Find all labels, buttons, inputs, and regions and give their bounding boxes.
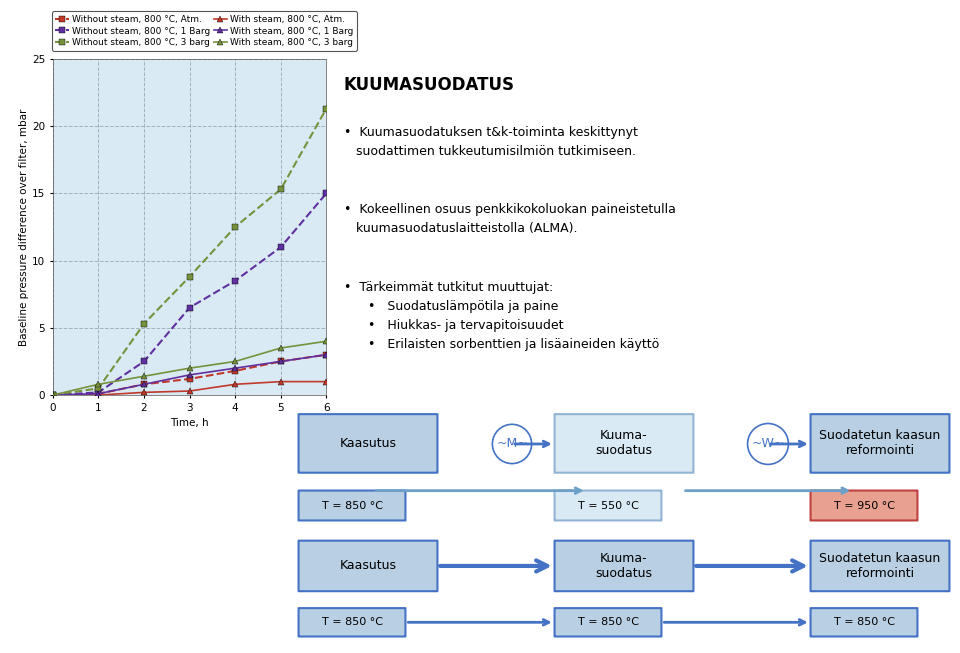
FancyBboxPatch shape <box>555 490 661 520</box>
Text: •  Kokeellinen osuus penkkikokoluokan paineistetulla
   kuumasuodatuslaitteistol: • Kokeellinen osuus penkkikokoluokan pai… <box>344 203 676 235</box>
Line: Without steam, 800 °C, 1 Barg: Without steam, 800 °C, 1 Barg <box>49 190 330 398</box>
Without steam, 800 °C, Atm. <box>229 367 241 375</box>
Without steam, 800 °C, Atm. <box>321 351 332 358</box>
Without steam, 800 °C, 1 Barg <box>92 389 104 396</box>
Without steam, 800 °C, 3 barg <box>275 185 286 193</box>
Without steam, 800 °C, Atm. <box>275 358 286 366</box>
With steam, 800 °C, Atm. <box>138 389 150 396</box>
Without steam, 800 °C, Atm. <box>47 391 59 399</box>
Text: ~M~: ~M~ <box>496 438 528 451</box>
With steam, 800 °C, 1 Barg <box>183 371 195 379</box>
Without steam, 800 °C, 1 Barg <box>229 277 241 285</box>
Text: T = 850 °C: T = 850 °C <box>322 500 382 511</box>
FancyBboxPatch shape <box>810 541 949 591</box>
Without steam, 800 °C, 1 Barg <box>183 304 195 311</box>
Without steam, 800 °C, 3 barg <box>183 273 195 281</box>
Text: 8: 8 <box>781 13 793 27</box>
FancyBboxPatch shape <box>299 414 438 473</box>
Line: Without steam, 800 °C, Atm.: Without steam, 800 °C, Atm. <box>49 351 330 398</box>
Text: Suodatetun kaasun
reformointi: Suodatetun kaasun reformointi <box>820 552 941 580</box>
With steam, 800 °C, 3 barg <box>321 338 332 345</box>
Text: •  Tärkeimmät tutkitut muuttujat:
      •   Suodatuslämpötila ja paine
      •  : • Tärkeimmät tutkitut muuttujat: • Suoda… <box>344 281 659 351</box>
Without steam, 800 °C, Atm. <box>92 390 104 398</box>
Without steam, 800 °C, 1 Barg <box>138 358 150 366</box>
FancyBboxPatch shape <box>810 608 918 637</box>
With steam, 800 °C, 3 barg <box>183 364 195 372</box>
FancyBboxPatch shape <box>810 414 949 473</box>
With steam, 800 °C, 1 Barg <box>47 391 59 399</box>
Without steam, 800 °C, 3 barg <box>229 223 241 231</box>
Line: Without steam, 800 °C, 3 barg: Without steam, 800 °C, 3 barg <box>49 105 330 398</box>
Text: Kuuma-
suodatus: Kuuma- suodatus <box>595 430 653 458</box>
Line: With steam, 800 °C, 3 barg: With steam, 800 °C, 3 barg <box>49 338 330 398</box>
Without steam, 800 °C, 1 Barg <box>47 391 59 399</box>
With steam, 800 °C, 3 barg <box>138 372 150 380</box>
Text: T = 850 °C: T = 850 °C <box>833 617 895 628</box>
Without steam, 800 °C, Atm. <box>183 375 195 383</box>
Without steam, 800 °C, 1 Barg <box>321 189 332 197</box>
Text: Kaasutus: Kaasutus <box>340 437 396 450</box>
FancyBboxPatch shape <box>555 608 661 637</box>
Text: Suodatetun kaasun
reformointi: Suodatetun kaasun reformointi <box>820 430 941 458</box>
Without steam, 800 °C, 3 barg <box>47 391 59 399</box>
With steam, 800 °C, 3 barg <box>229 358 241 366</box>
FancyBboxPatch shape <box>810 490 918 520</box>
FancyBboxPatch shape <box>555 414 693 473</box>
With steam, 800 °C, 1 Barg <box>321 351 332 358</box>
X-axis label: Time, h: Time, h <box>170 419 209 428</box>
With steam, 800 °C, 1 Barg <box>275 358 286 366</box>
With steam, 800 °C, 3 barg <box>275 344 286 352</box>
Text: T = 850 °C: T = 850 °C <box>578 617 638 628</box>
Without steam, 800 °C, 3 barg <box>138 320 150 328</box>
With steam, 800 °C, Atm. <box>92 391 104 399</box>
Without steam, 800 °C, 3 barg <box>321 104 332 112</box>
With steam, 800 °C, Atm. <box>183 387 195 395</box>
With steam, 800 °C, Atm. <box>47 391 59 399</box>
With steam, 800 °C, 3 barg <box>47 391 59 399</box>
Legend: Without steam, 800 °C, Atm., Without steam, 800 °C, 1 Barg, Without steam, 800 °: Without steam, 800 °C, Atm., Without ste… <box>52 11 357 51</box>
FancyBboxPatch shape <box>299 490 405 520</box>
Text: [Photo]: [Photo] <box>119 518 169 533</box>
Line: With steam, 800 °C, Atm.: With steam, 800 °C, Atm. <box>49 378 330 398</box>
With steam, 800 °C, Atm. <box>321 377 332 385</box>
Text: Kaasutus: Kaasutus <box>340 560 396 573</box>
Text: T = 550 °C: T = 550 °C <box>578 500 638 511</box>
With steam, 800 °C, Atm. <box>275 377 286 385</box>
With steam, 800 °C, 3 barg <box>92 381 104 389</box>
Text: T = 850 °C: T = 850 °C <box>322 617 382 628</box>
Text: ~W~: ~W~ <box>752 438 784 451</box>
FancyBboxPatch shape <box>299 608 405 637</box>
With steam, 800 °C, 1 Barg <box>229 364 241 372</box>
With steam, 800 °C, 1 Barg <box>138 381 150 389</box>
With steam, 800 °C, 1 Barg <box>92 390 104 398</box>
Text: •  Kuumasuodatuksen t&k-toiminta keskittynyt
   suodattimen tukkeutumisilmiön tu: • Kuumasuodatuksen t&k-toiminta keskitty… <box>344 126 637 158</box>
Without steam, 800 °C, 3 barg <box>92 385 104 392</box>
Text: Kuuma-
suodatus: Kuuma- suodatus <box>595 552 653 580</box>
Without steam, 800 °C, 1 Barg <box>275 243 286 251</box>
Without steam, 800 °C, Atm. <box>138 381 150 389</box>
Y-axis label: Baseline pressure difference over filter, mbar: Baseline pressure difference over filter… <box>19 108 29 345</box>
Text: 11.12.2013: 11.12.2013 <box>671 14 750 27</box>
With steam, 800 °C, Atm. <box>229 381 241 389</box>
FancyBboxPatch shape <box>555 541 693 591</box>
Line: With steam, 800 °C, 1 Barg: With steam, 800 °C, 1 Barg <box>49 351 330 398</box>
Text: T = 950 °C: T = 950 °C <box>833 500 895 511</box>
Text: KUUMASUODATUS: KUUMASUODATUS <box>344 76 515 93</box>
FancyBboxPatch shape <box>299 541 438 591</box>
